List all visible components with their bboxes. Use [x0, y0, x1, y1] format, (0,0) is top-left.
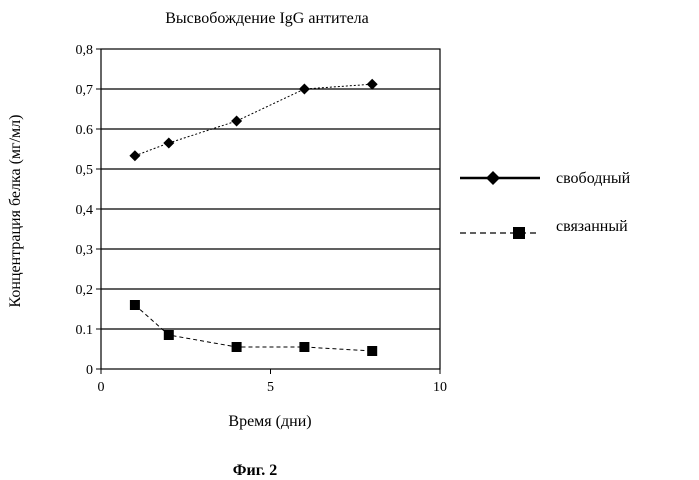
y-tick-label: 0.1: [76, 323, 94, 338]
legend-marker-free: [486, 171, 500, 185]
data-point-square: [299, 342, 309, 352]
x-tick-label: 5: [267, 380, 274, 395]
data-point-square: [164, 330, 174, 340]
legend-label-free: свободный: [556, 170, 631, 187]
data-point-diamond: [367, 79, 378, 90]
data-point-diamond: [299, 84, 310, 95]
y-tick-label: 0.6: [76, 123, 94, 138]
y-tick-label: 0: [86, 363, 93, 378]
y-tick-label: 0,8: [76, 43, 94, 58]
y-axis-ticks: 0 0.1 0,2 0,3 0,4 0,5 0.6 0,7 0,8: [76, 43, 102, 378]
data-point-diamond: [231, 116, 242, 127]
chart-title: Высвобождение IgG антитела: [165, 10, 369, 27]
legend-marker-bound: [513, 227, 525, 239]
y-tick-label: 0,4: [76, 203, 94, 218]
data-point-square: [130, 300, 140, 310]
data-point-square: [232, 342, 242, 352]
data-point-diamond: [129, 150, 140, 161]
data-point-square: [367, 346, 377, 356]
data-point-diamond: [163, 138, 174, 149]
gridlines: [101, 89, 440, 329]
legend-label-bound: связанный: [556, 218, 628, 235]
x-axis-ticks: 0 5 10: [98, 369, 448, 395]
x-tick-label: 0: [98, 380, 105, 395]
y-tick-label: 0,3: [76, 243, 94, 258]
x-tick-label: 10: [433, 380, 447, 395]
series-group: [129, 79, 377, 356]
y-axis-label: Концентрация белка (мг/мл): [7, 115, 24, 308]
y-tick-label: 0,7: [76, 83, 94, 98]
figure-caption: Фиг. 2: [233, 462, 277, 479]
y-tick-label: 0,2: [76, 283, 94, 298]
legend: свободный связанный: [460, 170, 631, 239]
series-line-1: [135, 305, 372, 351]
x-axis-label: Время (дни): [228, 413, 311, 430]
y-tick-label: 0,5: [76, 163, 94, 178]
